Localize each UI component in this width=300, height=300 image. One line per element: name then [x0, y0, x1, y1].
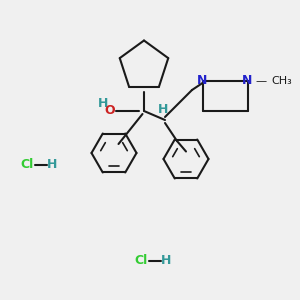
Text: O: O	[104, 104, 115, 118]
Text: H: H	[98, 97, 109, 110]
Text: H: H	[47, 158, 58, 172]
Text: —: —	[255, 76, 267, 86]
Text: H: H	[158, 103, 169, 116]
Text: N: N	[197, 74, 208, 88]
Text: Cl: Cl	[134, 254, 148, 268]
Text: H: H	[161, 254, 172, 268]
Text: Cl: Cl	[20, 158, 34, 172]
Text: CH₃: CH₃	[272, 76, 292, 86]
Text: N: N	[242, 74, 253, 88]
